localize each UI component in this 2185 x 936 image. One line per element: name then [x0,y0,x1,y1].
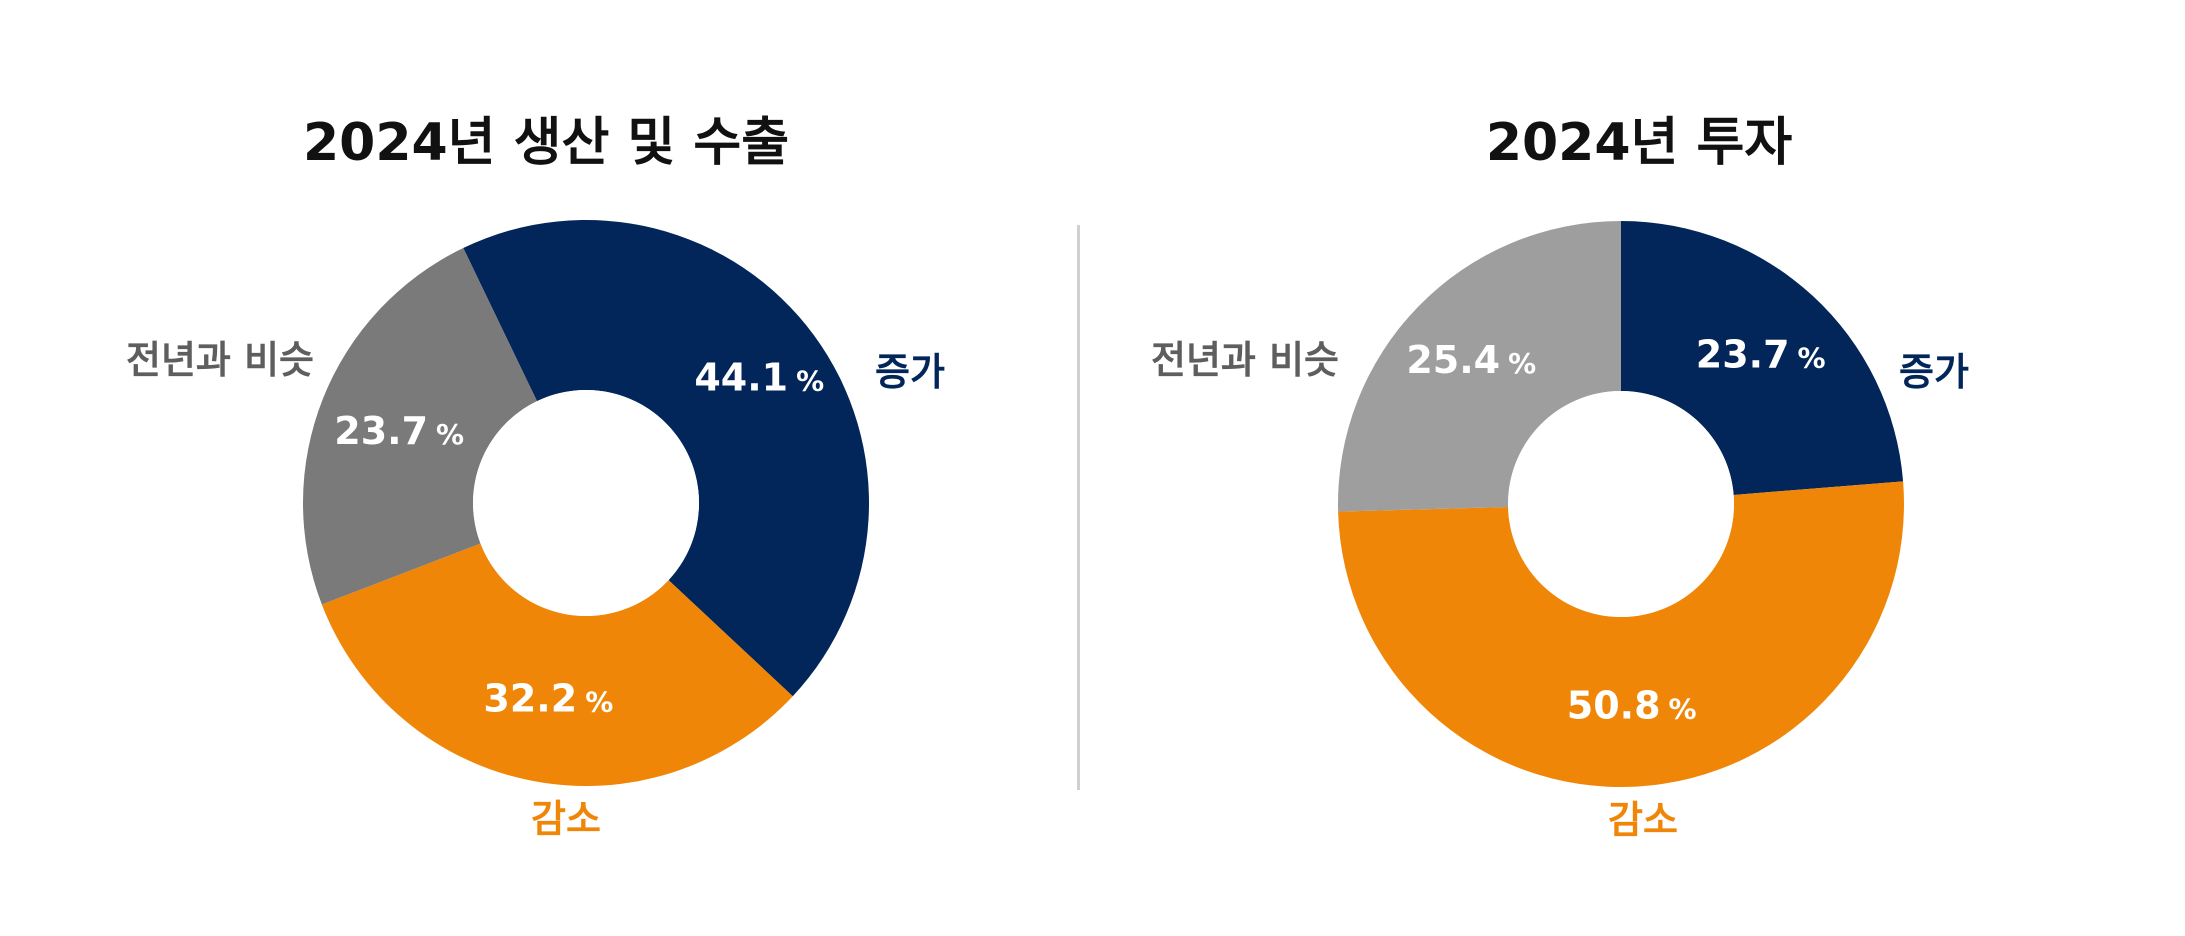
donut-slice-2 [1338,220,1621,512]
donut-slice-2 [303,247,537,605]
slice-category-label: 증가 [875,350,945,394]
chart-panel-production-export: 2024년 생산 및 수출 44.1% 증가 32.2% 감소 23.7% 전년과 비슷 [0,0,1092,936]
slice-category-label: 증가 [1899,350,1969,394]
donut-hole [1508,391,1734,617]
chart-title: 2024년 투자 [1485,113,1793,173]
donut-slice-0 [463,219,870,697]
donut-chart-investment: 23.7% 증가 50.8 % 감소 25.4 % 전년과 비슷 [1151,220,1969,842]
chart-panel-investment: 2024년 투자 23.7% 증가 50.8% 감소 25.4% 전년과 비슷 [1093,0,2185,936]
slice-value-label: 50.8% [1567,684,1697,728]
slice-category-label: 전년과 비슷 [1151,338,1339,382]
donut-slice-1 [1338,481,1904,787]
slice-category-label: 전년과 비슷 [126,338,314,382]
slice-category-label: 감소 [1608,798,1678,842]
panel-divider [1077,225,1080,790]
slice-value-label: 23.7% [334,409,464,453]
donut-chart-production-export: 44.1% 증가 32.2 % 감소 23.7 % 전년과 비슷 [126,219,945,841]
donut-hole [473,390,699,616]
slice-value-label: 25.4% [1406,338,1536,382]
donut-slice-1 [321,543,793,786]
donut-slice-0 [1621,221,1904,495]
slice-value-label: 23.7% [1696,333,1826,377]
slice-category-label: 감소 [531,797,601,841]
slice-value-label: 44.1% [694,356,824,400]
slice-value-label: 32.2% [483,676,613,720]
chart-title: 2024년 생산 및 수출 [302,113,790,173]
